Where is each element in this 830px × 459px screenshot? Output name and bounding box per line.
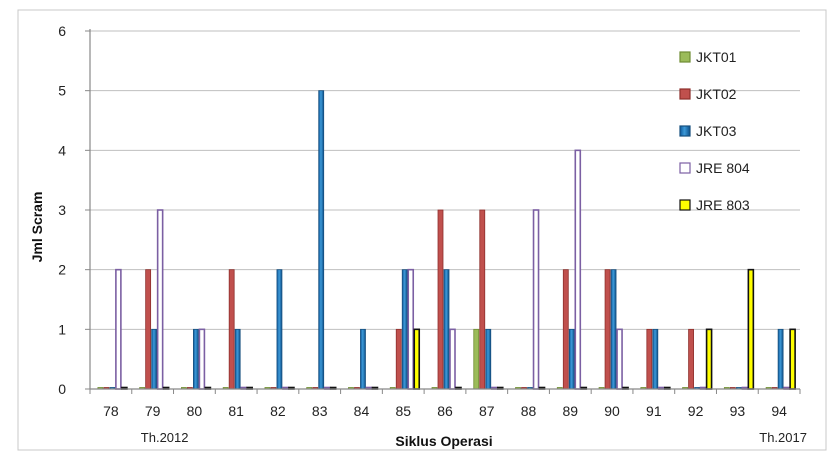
legend-label-jre803: JRE 803	[696, 197, 750, 213]
x-tick-label-85: 85	[395, 403, 411, 419]
bar-jkt03-90	[610, 269, 617, 390]
bar-jkt03-84	[360, 328, 366, 390]
legend-swatch-jkt01	[679, 51, 691, 63]
y-tick-label-0: 0	[58, 381, 66, 397]
legend-label-jre804: JRE 804	[696, 160, 750, 176]
annotation-label-1: Th.2017	[759, 430, 807, 445]
y-tick-label-2: 2	[58, 262, 66, 278]
bar-jre803-85	[413, 328, 421, 390]
x-tick-label-92: 92	[688, 403, 704, 419]
legend-label-jkt02: JKT02	[696, 86, 737, 102]
bar-jkt03-83	[318, 90, 325, 390]
bar-jre803-94	[789, 328, 796, 390]
tick-labels: 0 1 2 3 4 5 6 78 79 80 81 82 83 84 85 86 87 88 89 90 91 92 93 9…	[58, 23, 787, 419]
bar-jkt02-90	[604, 269, 611, 390]
y-tick-label-6: 6	[58, 23, 66, 39]
bar-jkt01-87	[473, 328, 480, 390]
legend: JKT01 JKT02 JKT03 JRE 804 JRE 803	[679, 49, 750, 213]
chart-frame	[17, 9, 827, 451]
x-tick-label-89: 89	[563, 403, 579, 419]
annotations: Th.2012 Th.2017	[141, 430, 807, 445]
x-tick-label-81: 81	[228, 403, 244, 419]
bar-jkt03-82	[276, 269, 283, 390]
x-tick-label-88: 88	[521, 403, 537, 419]
x-tick-label-82: 82	[270, 403, 286, 419]
bar-jre804-85	[407, 268, 415, 390]
x-tick-label-78: 78	[103, 403, 119, 419]
bar-jre803-93	[747, 268, 755, 390]
bar-jkt02-81	[228, 269, 235, 390]
bar-jre804-80	[198, 328, 206, 390]
bar-jre804-90	[616, 328, 623, 390]
axes	[85, 29, 801, 394]
bar-jkt03-86	[443, 269, 450, 390]
bar-jkt03-81	[234, 328, 241, 390]
bar-jkt03-94	[777, 328, 784, 390]
bar-jre804-86	[449, 328, 456, 390]
bar-jkt02-87	[479, 209, 486, 390]
legend-label-jkt01: JKT01	[696, 49, 737, 65]
y-tick-label-4: 4	[58, 142, 66, 158]
bar-jkt03-91	[652, 328, 659, 390]
y-tick-label-1: 1	[58, 321, 66, 337]
y-tick-label-3: 3	[58, 202, 66, 218]
x-tick-label-86: 86	[437, 403, 453, 419]
annotation-label-0: Th.2012	[141, 430, 189, 445]
bar-jkt02-85	[395, 328, 402, 390]
bar-jkt03-79	[151, 328, 158, 390]
bar-jkt02-89	[562, 269, 569, 390]
bar-jre804-79	[156, 209, 164, 390]
bar-jkt03-80	[193, 328, 199, 390]
bar-jre804-89	[574, 149, 582, 390]
bar-jkt02-91	[646, 328, 653, 390]
bar-jkt03-89	[568, 328, 575, 390]
bar-jre803-92	[705, 328, 713, 390]
legend-label-jkt03: JKT03	[696, 123, 737, 139]
x-tick-label-90: 90	[604, 403, 620, 419]
bar-jkt03-85	[401, 269, 408, 390]
x-tick-label-84: 84	[354, 403, 370, 419]
x-tick-label-87: 87	[479, 403, 495, 419]
bar-jkt02-92	[688, 328, 694, 390]
x-tick-label-83: 83	[312, 403, 328, 419]
legend-swatch-jre803	[679, 199, 691, 211]
legend-swatch-jkt02	[679, 88, 691, 100]
bar-jre804-88	[532, 209, 540, 390]
legend-swatch-jre804	[679, 162, 691, 174]
x-tick-label-91: 91	[646, 403, 662, 419]
x-axis-title: Siklus Operasi	[395, 433, 492, 449]
x-tick-label-80: 80	[187, 403, 203, 419]
x-tick-label-79: 79	[145, 403, 161, 419]
gridlines	[90, 30, 800, 330]
y-tick-label-5: 5	[58, 83, 66, 99]
bar-jre804-78	[115, 268, 122, 390]
bars	[97, 90, 796, 390]
y-axis-title: Jml Scram	[29, 192, 45, 263]
bar-jkt03-87	[485, 328, 492, 390]
x-tick-label-93: 93	[730, 403, 746, 419]
x-tick-label-94: 94	[771, 403, 787, 419]
legend-swatch-jkt03	[679, 125, 691, 137]
bar-jkt02-86	[437, 209, 444, 390]
bar-jkt02-79	[145, 269, 152, 390]
